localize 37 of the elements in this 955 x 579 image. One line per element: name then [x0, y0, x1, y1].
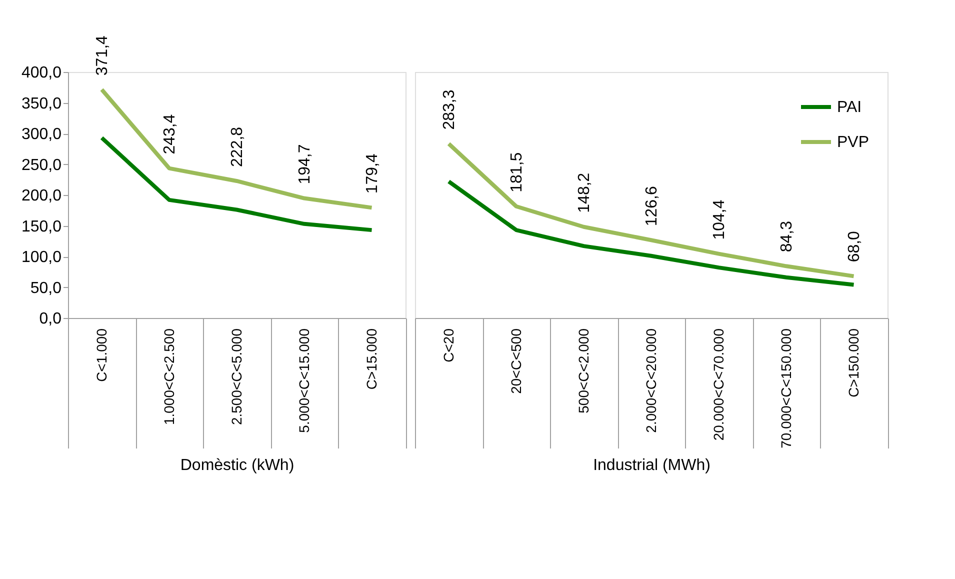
- x-tick-label: C<20: [440, 328, 456, 362]
- y-tick-label: 400,0: [21, 64, 62, 82]
- y-tick-label: 300,0: [21, 126, 62, 143]
- y-tick-label: 0,0: [39, 310, 62, 328]
- data-label: 179,4: [364, 154, 381, 194]
- data-label: 126,6: [643, 186, 660, 226]
- data-label: 104,4: [710, 200, 728, 240]
- x-axis-title: Domèstic (kWh): [180, 457, 294, 474]
- x-tick-label: 2.000<C<20.000: [642, 328, 659, 433]
- data-label: 243,4: [161, 114, 178, 154]
- data-label: 148,2: [576, 172, 593, 213]
- data-label: 194,7: [296, 144, 314, 184]
- data-label: 371,4: [94, 35, 111, 76]
- data-label: 222,8: [228, 126, 246, 167]
- data-label: 181,5: [508, 152, 526, 192]
- y-tick-label: 250,0: [21, 156, 62, 174]
- legend-label: PAI: [837, 99, 862, 116]
- y-tick-label: 200,0: [21, 188, 62, 204]
- y-tick-label: 150,0: [21, 218, 62, 236]
- x-tick-label: C<1.000: [93, 328, 110, 382]
- y-tick-label: 100,0: [21, 249, 62, 266]
- x-tick-label: 1.000<C<2.500: [160, 328, 177, 426]
- x-tick-label: 20.000<C<70.000: [710, 328, 726, 441]
- x-tick-label: 500<C<2.000: [575, 328, 592, 414]
- x-tick-label: 70.000<C<150.000: [778, 328, 794, 448]
- x-tick-label: 5.000<C<15.000: [296, 328, 312, 433]
- x-tick-label: C>150.000: [845, 328, 862, 398]
- y-tick-label: 350,0: [21, 95, 62, 112]
- data-label: 283,3: [440, 90, 458, 130]
- data-label: 84,3: [778, 220, 796, 252]
- y-tick-label: 50,0: [30, 280, 62, 297]
- x-tick-label: 20<C<500: [508, 328, 524, 394]
- x-tick-label: C>15.000: [363, 328, 380, 390]
- x-axis-title: Industrial (MWh): [593, 457, 710, 474]
- data-label: 68,0: [846, 230, 863, 262]
- x-tick-label: 2.500<C<5.000: [228, 328, 244, 426]
- legend-label: PVP: [837, 134, 870, 151]
